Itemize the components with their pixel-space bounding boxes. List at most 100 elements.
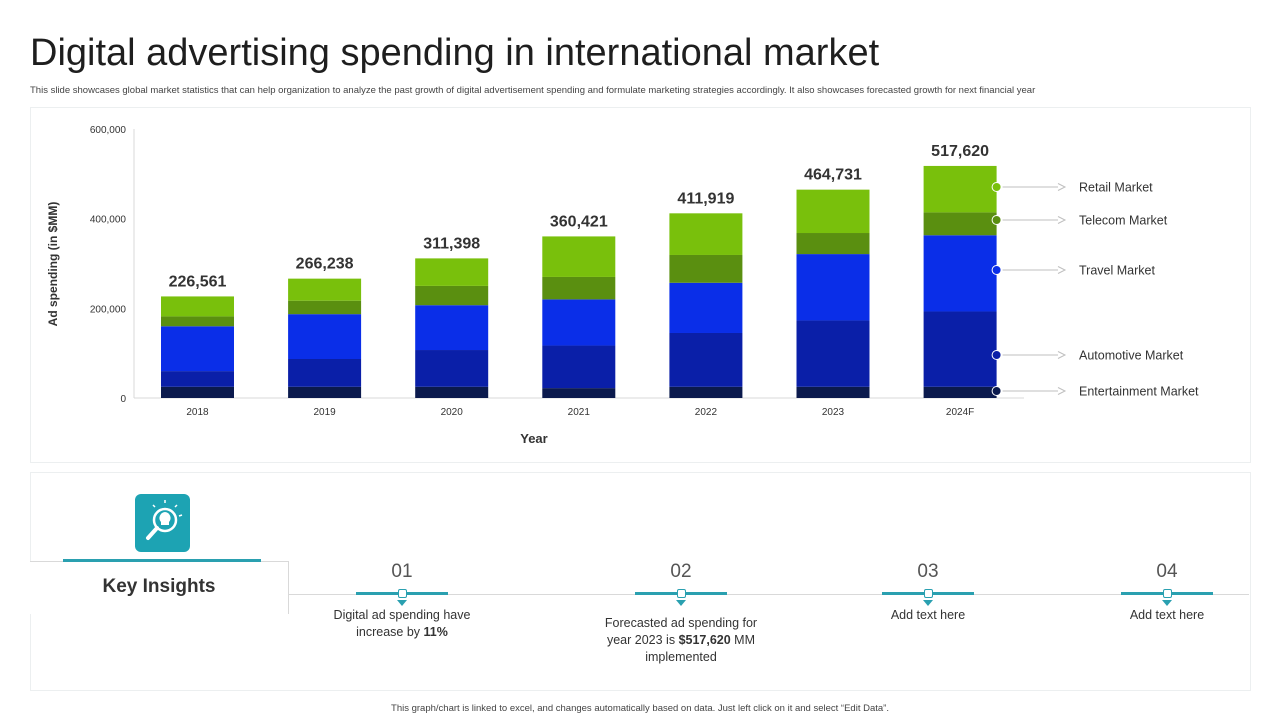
legend-marker	[991, 386, 1002, 396]
insight-step-node	[397, 589, 407, 598]
insight-step-node	[676, 589, 686, 598]
bar-total-label: 226,561	[169, 273, 227, 290]
page-title: Digital advertising spending in internat…	[30, 32, 880, 74]
bar-segment-automotive-market	[542, 345, 616, 389]
x-axis-label: Year	[520, 431, 547, 446]
bar-segment-telecom-market	[796, 233, 870, 255]
bar-segment-entertainment-market	[161, 386, 234, 398]
bar-segment-travel-market	[669, 282, 743, 333]
legend-arrow-icon	[1057, 216, 1067, 224]
insight-step-text: Digital ad spending have increase by 11%	[322, 607, 482, 641]
bar-total-label: 360,421	[550, 213, 608, 230]
x-tick-label: 2022	[695, 407, 718, 418]
bar-total-label: 311,398	[423, 235, 480, 252]
bar-segment-retail-market	[796, 189, 870, 234]
legend-marker	[991, 350, 1002, 360]
x-tick-label: 2020	[441, 407, 464, 418]
x-tick-label: 2024F	[946, 407, 974, 418]
insight-step-text: Add text here	[1072, 607, 1262, 624]
bar-segment-telecom-market	[415, 285, 489, 306]
insight-step-text: Forecasted ad spending for year 2023 is …	[596, 615, 766, 666]
x-tick-label: 2018	[186, 407, 209, 418]
bar-total-label: 464,731	[804, 167, 862, 184]
legend-label: Travel Market	[1079, 264, 1155, 278]
bar-segment-automotive-market	[288, 358, 362, 387]
caret-down-icon	[397, 600, 407, 606]
key-insights-heading: Key Insights	[102, 576, 216, 597]
y-tick-label: 0	[120, 394, 126, 405]
legend-label: Entertainment Market	[1079, 385, 1199, 399]
insight-step-node	[1162, 589, 1172, 598]
bar-segment-entertainment-market	[542, 388, 616, 398]
caret-down-icon	[923, 600, 933, 606]
bar-segment-entertainment-market	[669, 386, 743, 398]
x-tick-label: 2021	[568, 407, 591, 418]
caret-down-icon	[1162, 600, 1172, 606]
bar-segment-retail-market	[161, 296, 234, 317]
bar-segment-automotive-market	[415, 350, 489, 387]
insight-step-text-part: Forecasted ad spending for year 2023 is	[604, 616, 758, 647]
y-tick-label: 200,000	[90, 304, 127, 315]
insight-step-text-part: MM implemented	[645, 633, 756, 664]
y-axis-label: Ad spending (in $MM)	[46, 202, 60, 327]
insight-step-text: Add text here	[833, 607, 1023, 624]
bar-segment-automotive-market	[669, 332, 743, 387]
bar-segment-travel-market	[415, 305, 489, 351]
bar-total-label: 266,238	[296, 256, 354, 273]
y-tick-label: 400,000	[90, 215, 127, 226]
key-insights-accent	[63, 559, 261, 562]
lightbulb-magnifier-icon	[135, 494, 190, 552]
caret-down-icon	[676, 600, 686, 606]
bar-segment-entertainment-market	[415, 386, 489, 398]
bar-segment-telecom-market	[161, 316, 234, 327]
insight-step-number: 03	[917, 561, 939, 582]
bar-segment-retail-market	[415, 258, 489, 286]
insights-baseline	[288, 594, 1249, 595]
bar-segment-travel-market	[542, 299, 616, 346]
bar-segment-telecom-market	[669, 254, 743, 283]
stacked-bar-chart[interactable]: 600,000 400,000 200,000 0 Ad spending (in $M…	[0, 0, 1280, 470]
legend-arrow-icon	[1057, 266, 1067, 274]
bar-segment-telecom-market	[923, 212, 997, 236]
legend-arrow-icon	[1057, 351, 1067, 359]
insight-step-text-part: Add text here	[1129, 608, 1205, 622]
legend-marker	[991, 215, 1002, 225]
bar-segment-travel-market	[161, 326, 234, 372]
legend-label: Automotive Market	[1079, 349, 1184, 363]
footer-note: This graph/chart is linked to excel, and…	[391, 703, 889, 714]
legend-arrow-icon	[1057, 183, 1067, 191]
bar-segment-retail-market	[923, 165, 997, 213]
x-tick-label: 2019	[313, 407, 336, 418]
legend-marker	[991, 265, 1002, 275]
insight-step-text-part: Digital ad spending have increase by	[333, 608, 471, 639]
insight-step-highlight: $517,620	[678, 633, 731, 647]
bar-segment-travel-market	[796, 254, 870, 321]
insight-step-text-part: Add text here	[890, 608, 966, 622]
bar-segment-retail-market	[669, 213, 743, 255]
bar-segment-retail-market	[288, 278, 362, 301]
y-tick-label: 600,000	[90, 125, 127, 136]
bar-segment-telecom-market	[542, 276, 616, 300]
bar-total-label: 517,620	[931, 143, 989, 160]
bar-total-label: 411,919	[677, 190, 734, 207]
insight-step-number: 04	[1156, 561, 1178, 582]
insight-step-node	[923, 589, 933, 598]
bar-segment-travel-market	[923, 235, 997, 312]
insight-step-highlight: 11%	[423, 625, 448, 639]
insight-step-number: 01	[391, 561, 413, 582]
bar-segment-telecom-market	[288, 300, 362, 315]
legend-label: Telecom Market	[1079, 214, 1168, 228]
bar-segment-travel-market	[288, 314, 362, 359]
legend-arrow-icon	[1057, 387, 1067, 395]
insight-step-number: 02	[670, 561, 692, 582]
bar-segment-entertainment-market	[288, 386, 362, 398]
bar-segment-automotive-market	[923, 311, 997, 387]
x-tick-label: 2023	[822, 407, 845, 418]
bar-segment-entertainment-market	[796, 386, 870, 398]
chart-panel	[30, 107, 1251, 463]
bar-segment-entertainment-market	[923, 386, 997, 398]
bar-segment-retail-market	[542, 236, 616, 277]
legend-marker	[991, 182, 1002, 192]
bar-segment-automotive-market	[796, 320, 870, 387]
legend-label: Retail Market	[1079, 181, 1153, 195]
